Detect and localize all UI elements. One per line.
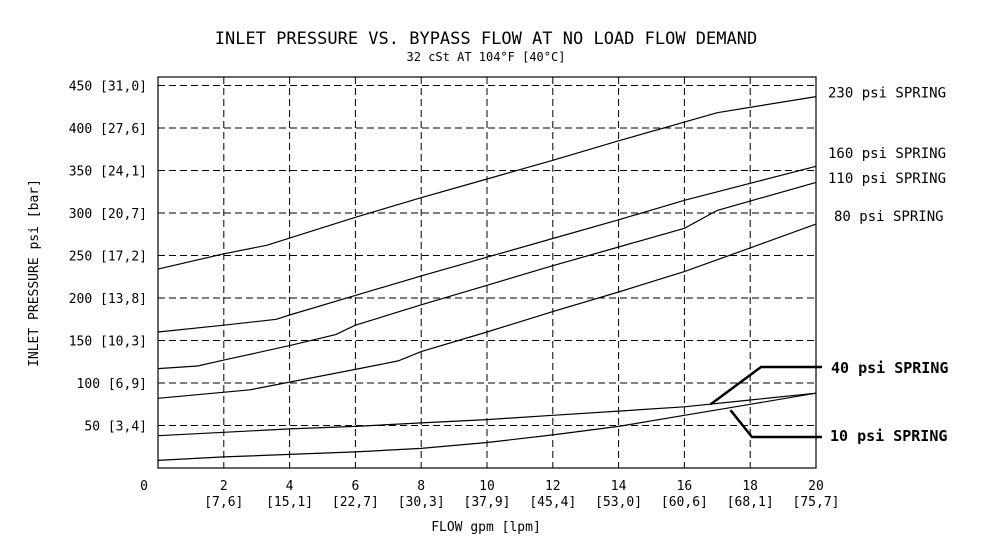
x-tick-label: 18 — [742, 479, 758, 494]
series-line — [157, 181, 817, 370]
x-tick-label: 4 — [286, 479, 294, 494]
x-tick-label: 2 — [220, 479, 228, 494]
x-tick-label-secondary: [60,6] — [661, 495, 708, 510]
x-tick-label: 10 — [479, 479, 495, 494]
series-label: 80 psi SPRING — [834, 209, 944, 225]
x-tick-label: 20 — [808, 479, 824, 494]
series-line — [157, 223, 817, 399]
y-axis-label: INLET PRESSURE psi [bar] — [27, 179, 42, 367]
plot-frame — [157, 76, 817, 469]
x-tick-label-secondary: [75,7] — [793, 495, 840, 510]
x-tick-label: 8 — [417, 479, 425, 494]
grid — [158, 77, 816, 468]
series-label: 230 psi SPRING — [828, 86, 946, 102]
y-tick-labels: 450 [31,0] 400 [27,6] 350 [24,1] 300 [20,7]… — [69, 80, 147, 435]
series-label: 160 psi SPRING — [828, 146, 946, 162]
series-line — [157, 392, 817, 461]
x-axis-label: FLOW gpm [lpm] — [431, 520, 541, 535]
x-tick-label: 6 — [351, 479, 359, 494]
series-line — [157, 392, 817, 437]
x-tick-labels: 0 2 4 6 8 10 12 14 16 18 20 [7,6] [15,1] [22,7] [30,3]… — [140, 479, 839, 510]
series-labels: 230 psi SPRING 160 psi SPRING 110 psi SPRI… — [709, 86, 948, 445]
x-tick-label-secondary: [53,0] — [595, 495, 642, 510]
series-curves — [157, 96, 817, 461]
y-tick-label: 450 [31,0] — [69, 80, 147, 95]
x-tick-label-secondary: [68,1] — [727, 495, 774, 510]
series-line — [157, 165, 817, 333]
y-tick-label: 50 [3,4] — [84, 420, 147, 435]
x-tick-label-secondary: [22,7] — [332, 495, 379, 510]
series-label: 110 psi SPRING — [828, 171, 946, 187]
x-tick-label: 12 — [545, 479, 561, 494]
x-tick-label: 14 — [611, 479, 627, 494]
x-tick-label: 16 — [677, 479, 693, 494]
chart-subtitle: 32 cSt AT 104°F [40°C] — [407, 50, 566, 64]
x-tick-label-secondary: [7,6] — [204, 495, 243, 510]
y-tick-label: 100 [6,9] — [77, 377, 147, 392]
y-tick-label: 300 [20,7] — [69, 207, 147, 222]
x-tick-label: 0 — [140, 479, 148, 494]
x-tick-label-secondary: [37,9] — [464, 495, 511, 510]
y-tick-label: 250 [17,2] — [69, 250, 147, 265]
y-tick-label: 400 [27,6] — [69, 122, 147, 137]
x-tick-label-secondary: [30,3] — [398, 495, 445, 510]
y-tick-label: 150 [10,3] — [69, 335, 147, 350]
series-line — [157, 96, 817, 270]
y-tick-label: 200 [13,8] — [69, 292, 147, 307]
series-leader-line — [729, 409, 822, 439]
x-tick-label-secondary: [15,1] — [266, 495, 313, 510]
y-tick-label: 350 [24,1] — [69, 165, 147, 180]
series-label: 40 psi SPRING — [831, 359, 948, 377]
series-leader-line — [709, 365, 822, 406]
x-tick-label-secondary: [45,4] — [529, 495, 576, 510]
series-label: 10 psi SPRING — [830, 427, 947, 445]
chart-title: INLET PRESSURE VS. BYPASS FLOW AT NO LOA… — [215, 29, 757, 49]
